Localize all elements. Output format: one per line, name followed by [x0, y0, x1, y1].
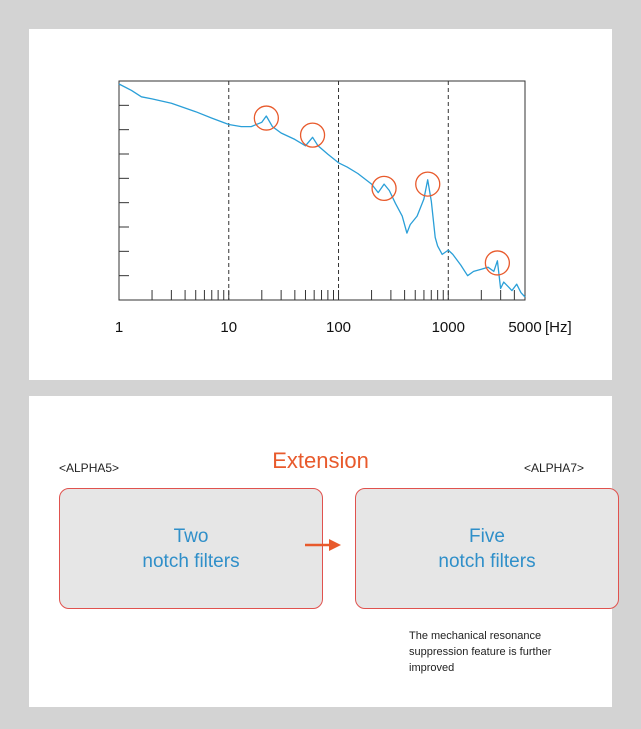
axis-ticks [118, 104, 526, 300]
plot-frame [118, 80, 526, 301]
resonance-circle [253, 105, 279, 131]
alpha5-box: Two notch filters [59, 488, 323, 609]
frequency-response-chart: 1 10 100 1000 5000 [Hz] [115, 80, 572, 336]
series-line [118, 83, 526, 298]
decade-lines [228, 81, 449, 300]
improvement-note: The mechanical resonance suppression fea… [409, 630, 552, 674]
x-tick-label: 10 [220, 319, 237, 336]
extension-title: Extension [272, 448, 369, 473]
x-tick-label: 100 [326, 319, 351, 336]
alpha7-box-text: Five notch filters [438, 525, 536, 572]
alpha5-tag: <ALPHA5> [59, 461, 120, 475]
arrow-right-icon [305, 539, 341, 551]
extension-panel: Extension <ALPHA5> <ALPHA7> Two notch fi… [29, 396, 619, 707]
x-tick-label: 1 [115, 319, 123, 336]
x-unit-label: [Hz] [545, 319, 572, 336]
chart-panel: 1 10 100 1000 5000 [Hz] [29, 29, 612, 380]
x-tick-label: 5000 [508, 319, 541, 336]
resonance-markers [253, 105, 511, 276]
x-tick-labels: 1 10 100 1000 5000 [Hz] [115, 319, 572, 336]
alpha7-box: Five notch filters [355, 488, 619, 609]
alpha5-box-text: Two notch filters [142, 525, 240, 572]
resonance-circle [371, 175, 397, 202]
resonance-circle [415, 171, 441, 197]
resonance-circle [484, 250, 511, 276]
x-tick-label: 1000 [432, 319, 465, 336]
alpha7-tag: <ALPHA7> [523, 461, 584, 475]
resonance-circle [299, 122, 326, 148]
